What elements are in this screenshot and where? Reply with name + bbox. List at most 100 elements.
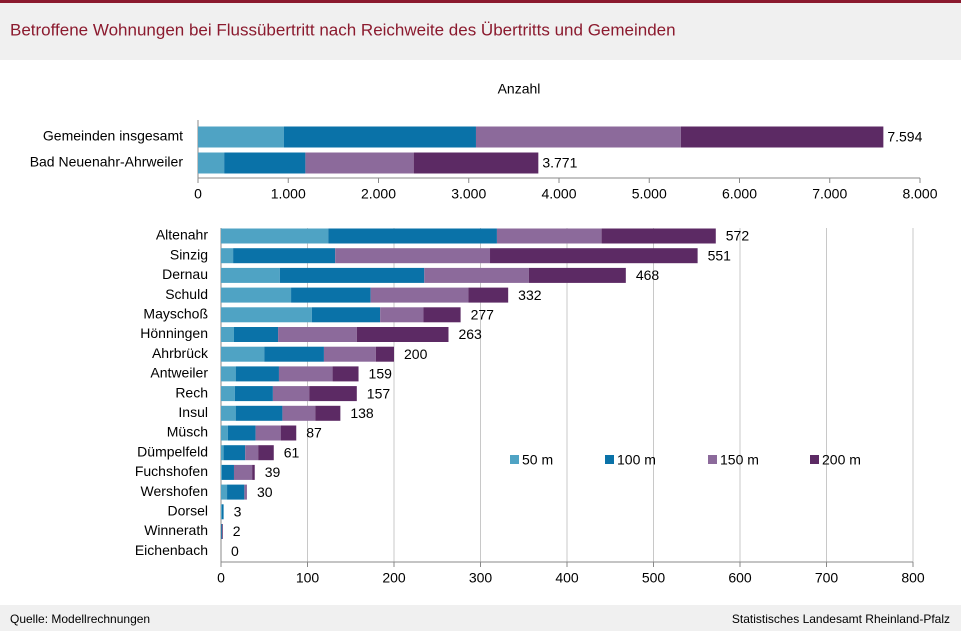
total-label: 157 xyxy=(367,385,391,401)
bar-segment xyxy=(258,445,274,461)
bar-segment xyxy=(198,126,284,148)
bar-segment xyxy=(221,307,312,323)
top-rule xyxy=(0,0,961,3)
bar-segment xyxy=(278,366,333,382)
y-tick-label: Mayschoß xyxy=(143,306,208,322)
bar-segment xyxy=(264,346,324,362)
legend-swatch xyxy=(605,455,614,464)
y-tick-label: Antweiler xyxy=(150,365,208,381)
x-tick-label: 800 xyxy=(901,570,925,586)
x-tick-label: 4.000 xyxy=(541,186,576,202)
bar-segment xyxy=(424,267,529,283)
x-tick-label: 300 xyxy=(469,570,493,586)
bar-segment xyxy=(224,152,306,174)
bar-segment xyxy=(221,346,265,362)
bar-segment xyxy=(311,307,381,323)
total-label: 277 xyxy=(471,307,495,323)
x-tick-label: 500 xyxy=(642,570,666,586)
page-title: Betroffene Wohnungen bei Flussübertritt … xyxy=(10,20,676,39)
total-label: 61 xyxy=(284,444,300,460)
bar-segment xyxy=(221,386,235,402)
bar-segment xyxy=(468,287,509,303)
bar-segment xyxy=(490,248,698,264)
bar-segment xyxy=(221,445,224,461)
bar-segment xyxy=(528,267,626,283)
bar-segment xyxy=(475,126,681,148)
total-label: 3 xyxy=(234,504,242,520)
bar-segment xyxy=(335,248,491,264)
total-label: 39 xyxy=(265,464,281,480)
bar-segment xyxy=(221,425,228,441)
bar-segment xyxy=(279,267,425,283)
y-tick-label: Bad Neuenahr-Ahrweiler xyxy=(30,154,184,170)
bar-segment xyxy=(332,366,359,382)
bar-segment xyxy=(221,228,329,244)
bar-segment xyxy=(245,445,259,461)
publisher: Statistisches Landesamt Rheinland-Pfalz xyxy=(732,612,950,626)
bar-segment xyxy=(221,464,222,480)
total-label: 2 xyxy=(233,523,241,539)
y-tick-label: Altenahr xyxy=(156,227,208,243)
y-tick-label: Rech xyxy=(175,384,208,400)
legend-label: 150 m xyxy=(720,452,759,468)
bar-segment xyxy=(280,425,297,441)
bar-segment xyxy=(233,327,279,342)
legend-swatch xyxy=(810,455,819,464)
bar-segment xyxy=(305,152,414,174)
bar-segment xyxy=(221,248,234,264)
bar-segment xyxy=(309,386,357,402)
y-tick-label: Müsch xyxy=(167,424,208,440)
axis-title: Anzahl xyxy=(498,81,541,97)
y-tick-label: Schuld xyxy=(165,286,208,302)
total-label: 551 xyxy=(708,247,732,263)
y-tick-label: Winnerath xyxy=(144,522,208,538)
y-tick-label: Eichenbach xyxy=(135,542,208,558)
bar-segment xyxy=(380,307,424,323)
total-label: 87 xyxy=(306,425,322,441)
bar-segment xyxy=(221,405,236,421)
bar-segment xyxy=(221,464,234,480)
bar-segment xyxy=(244,484,247,500)
bar-segment xyxy=(223,445,246,461)
bar-segment xyxy=(221,366,236,382)
bar-segment xyxy=(221,504,224,520)
y-tick-label: Fuchshofen xyxy=(135,463,208,479)
x-tick-label: 5.000 xyxy=(632,186,667,202)
bar-segment xyxy=(323,346,376,362)
bar-segment xyxy=(272,386,310,402)
bar-segment xyxy=(278,327,357,342)
legend-swatch xyxy=(708,455,717,464)
bar-segment xyxy=(221,267,280,283)
legend-label: 100 m xyxy=(617,452,656,468)
total-label: 30 xyxy=(257,484,273,500)
x-tick-label: 700 xyxy=(815,570,839,586)
total-label: 159 xyxy=(369,366,393,382)
total-label: 7.594 xyxy=(887,129,922,145)
y-tick-label: Insul xyxy=(178,404,208,420)
x-tick-label: 0 xyxy=(217,570,225,586)
y-tick-label: Dümpelfeld xyxy=(137,443,208,459)
legend-label: 200 m xyxy=(822,452,861,468)
bar-segment xyxy=(198,152,225,174)
bar-segment xyxy=(328,228,497,244)
bar-segment xyxy=(496,228,602,244)
x-tick-label: 2.000 xyxy=(361,186,396,202)
x-tick-label: 0 xyxy=(194,186,202,202)
bar-segment xyxy=(221,504,222,520)
x-tick-label: 1.000 xyxy=(271,186,306,202)
y-tick-label: Dernau xyxy=(162,266,208,282)
total-label: 263 xyxy=(458,326,482,342)
bar-segment xyxy=(221,484,228,500)
bar-segment xyxy=(680,126,884,148)
bar-segment xyxy=(601,228,716,244)
y-tick-label: Gemeinden insgesamt xyxy=(43,128,183,144)
bar-segment xyxy=(252,464,255,480)
total-label: 0 xyxy=(231,543,239,559)
total-label: 332 xyxy=(518,287,542,303)
bar-segment xyxy=(375,346,394,362)
bar-segment xyxy=(370,287,469,303)
bar-segment xyxy=(235,405,283,421)
bar-segment xyxy=(221,327,234,342)
